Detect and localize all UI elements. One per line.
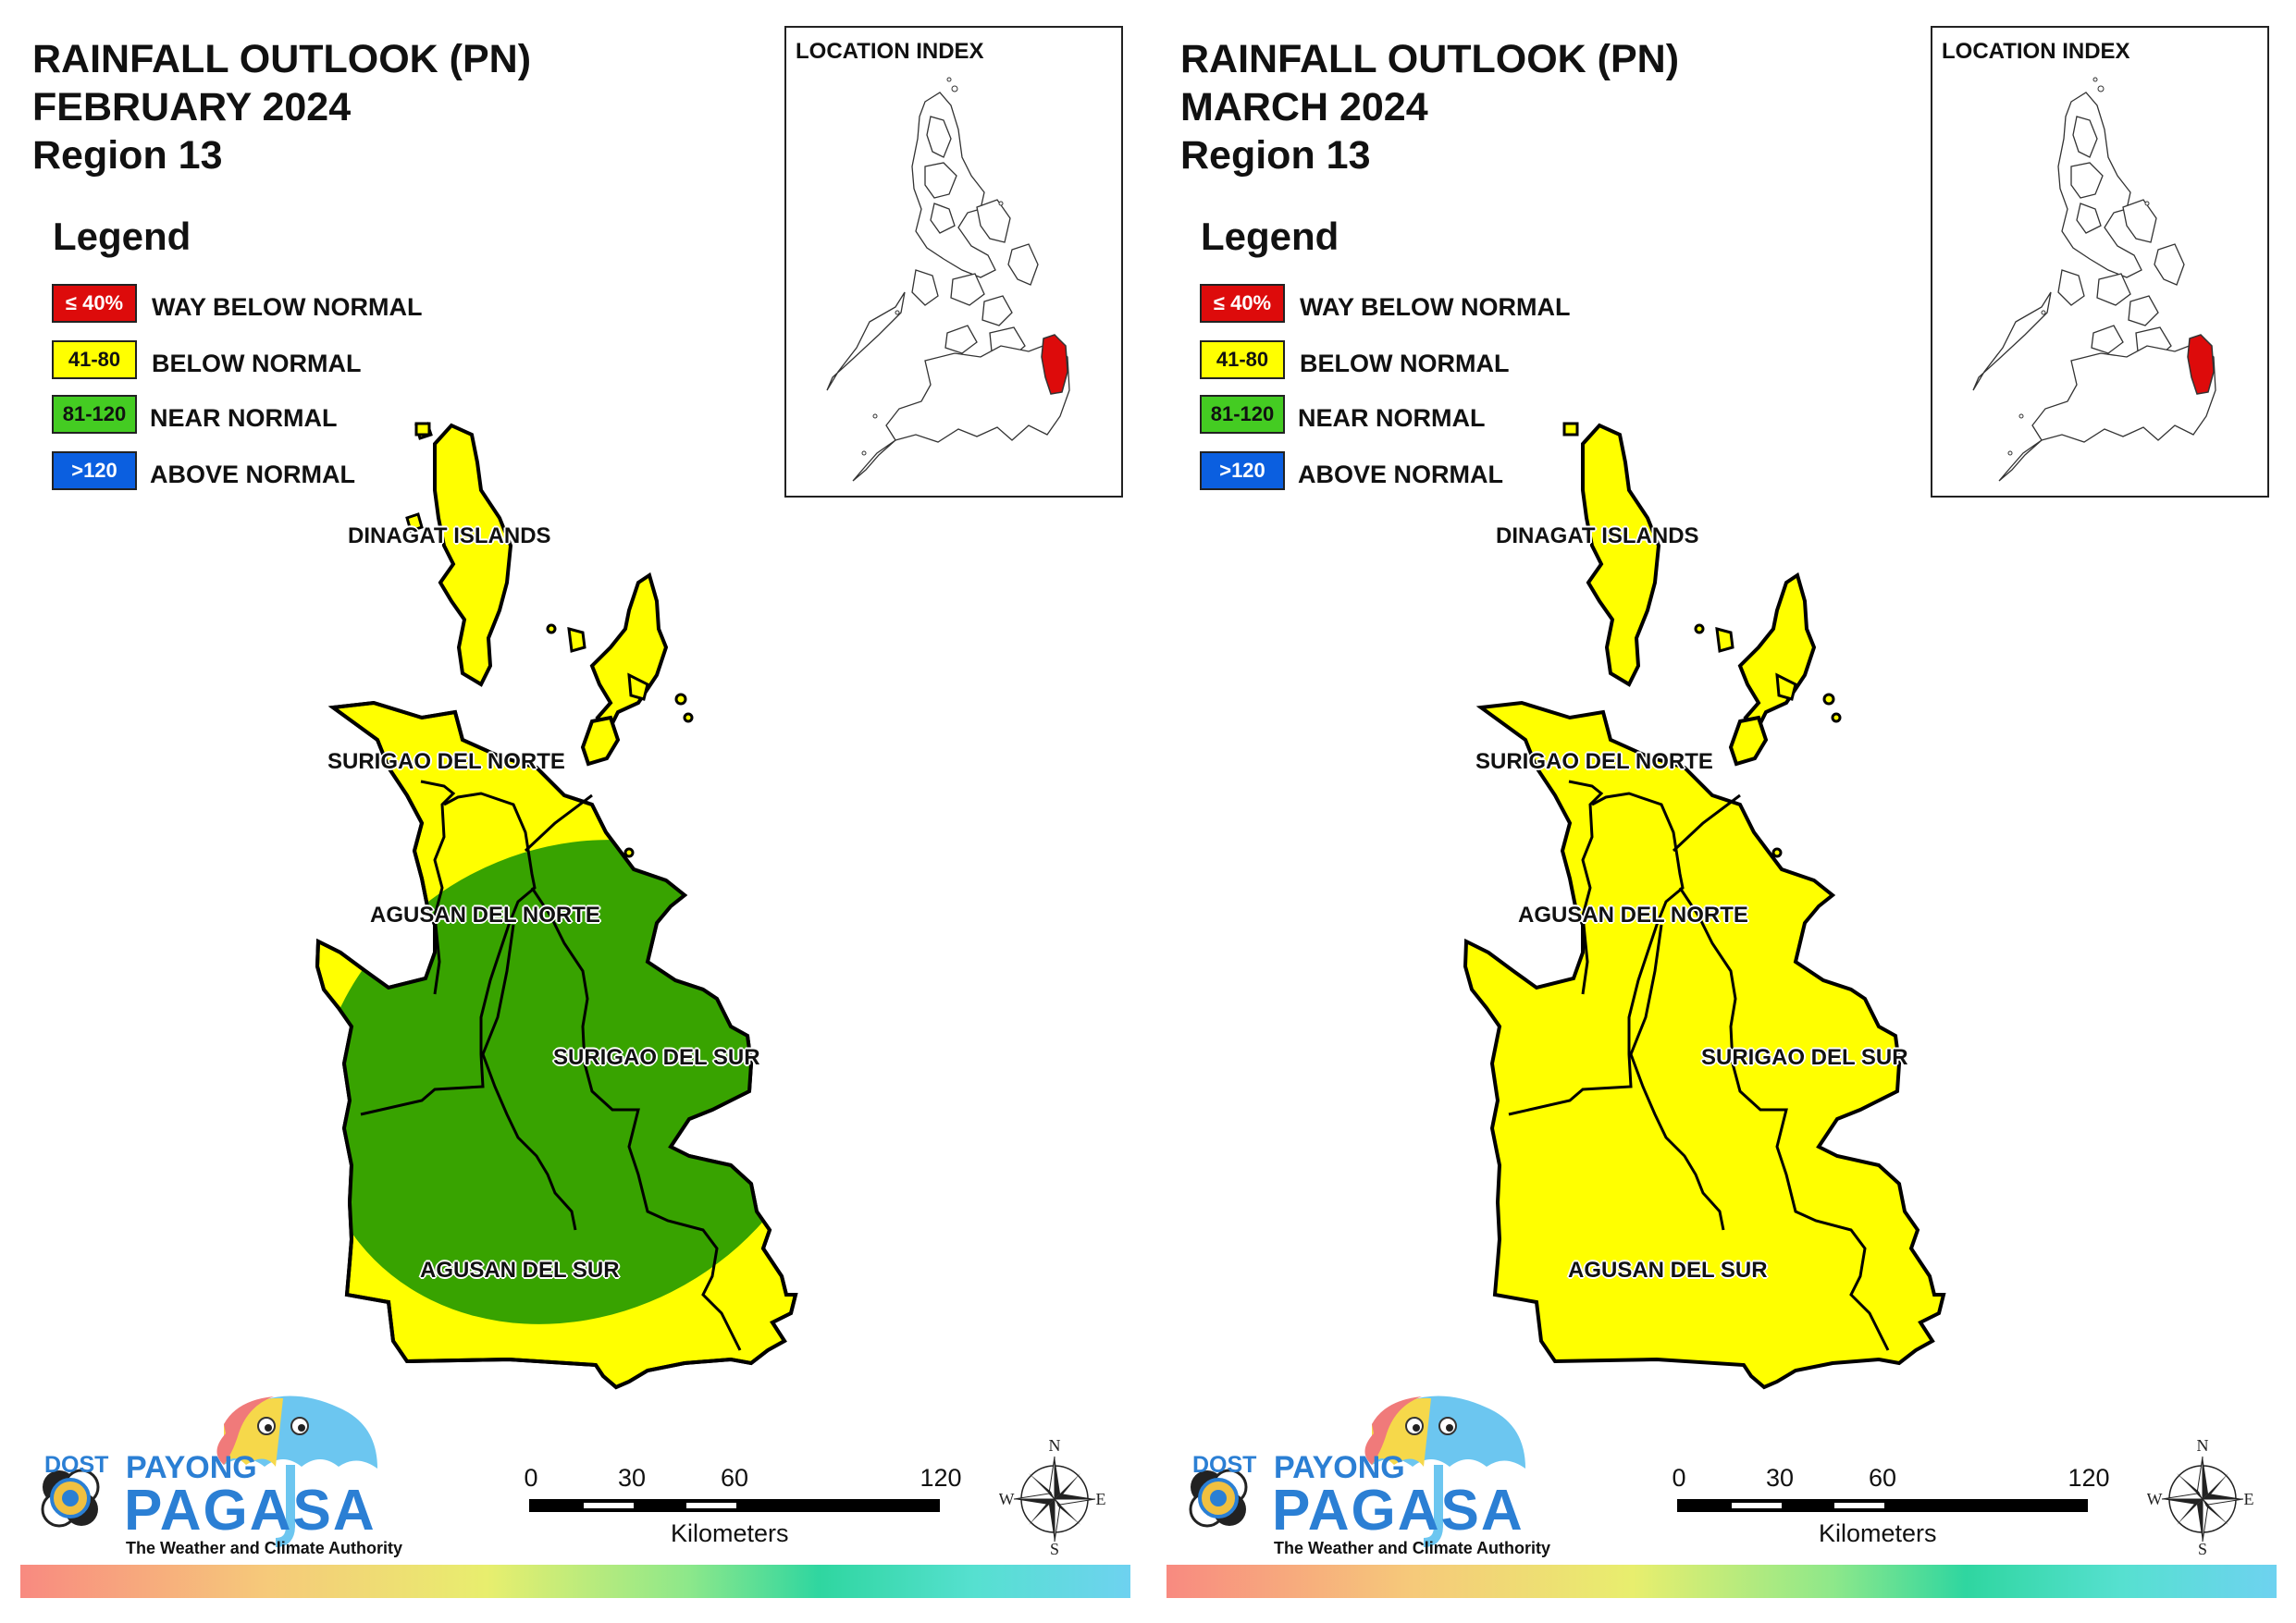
title-line-2: FEBRUARY 2024 — [32, 85, 352, 129]
scale-bar: 0 30 60 120 Kilometers — [1672, 1464, 2119, 1547]
title-line-1: RAINFALL OUTLOOK (PN) — [1180, 37, 1680, 81]
title-line-2: MARCH 2024 — [1180, 85, 1428, 129]
scale-bar-graphic — [1677, 1499, 2088, 1512]
scale-unit: Kilometers — [671, 1519, 789, 1547]
location-index-title: LOCATION INDEX — [1942, 39, 2130, 64]
scale-tick: 60 — [1868, 1464, 1897, 1492]
legend-label: WAY BELOW NORMAL — [1300, 293, 1571, 321]
legend-swatch: ≤ 40% — [1200, 284, 1285, 323]
compass-s: S — [2198, 1540, 2207, 1558]
philippines-outline — [826, 77, 1070, 482]
logo-tagline: The Weather and Climate Authority — [126, 1539, 403, 1557]
footer-gradient-bar — [20, 1565, 1130, 1598]
label-agusan-del-norte: AGUSAN DEL NORTE — [370, 903, 600, 928]
logo-tagline: The Weather and Climate Authority — [1274, 1539, 1551, 1557]
scale-tick: 30 — [617, 1464, 647, 1492]
legend-swatch: >120 — [1200, 451, 1285, 490]
label-agusan-del-sur: AGUSAN DEL SUR — [420, 1258, 620, 1283]
compass-n: N — [2197, 1438, 2209, 1455]
legend-swatch: ≤ 40% — [52, 284, 137, 323]
map-title: RAINFALL OUTLOOK (PN) MARCH 2024 Region … — [1180, 35, 1679, 179]
location-index-map: LOCATION INDEX — [1931, 26, 2269, 498]
region-13-map — [315, 422, 797, 1389]
legend-swatch: 41-80 — [1200, 340, 1285, 379]
legend-label: BELOW NORMAL — [1300, 350, 1510, 377]
label-surigao-del-sur: SURIGAO DEL SUR — [553, 1045, 760, 1070]
umbrella-icon — [41, 1396, 377, 1547]
label-surigao-del-norte: SURIGAO DEL NORTE — [1475, 749, 1713, 774]
scale-tick: 120 — [2068, 1464, 2110, 1492]
pagasa-logo: DOST PAYONG PAGASA The Weather and Clima… — [1181, 1387, 1550, 1563]
logo-dost-text: DOST — [44, 1452, 109, 1478]
scale-unit: Kilometers — [1819, 1519, 1937, 1547]
compass-w: W — [999, 1490, 1015, 1508]
logo-dost-text: DOST — [1192, 1452, 1257, 1478]
logo-payong-text: PAYONG — [1274, 1450, 1405, 1485]
label-agusan-del-sur: AGUSAN DEL SUR — [1568, 1258, 1768, 1283]
label-agusan-del-norte: AGUSAN DEL NORTE — [1518, 903, 1748, 928]
legend-title: Legend — [1201, 215, 1339, 258]
legend-label: ABOVE NORMAL — [150, 461, 355, 488]
logo-payong-text: PAYONG — [126, 1450, 257, 1485]
legend-label: ABOVE NORMAL — [1298, 461, 1503, 488]
legend-title: Legend — [53, 215, 191, 258]
legend-swatch: 81-120 — [52, 395, 137, 434]
title-line-3: Region 13 — [1180, 133, 1371, 178]
compass-e: E — [1096, 1490, 1106, 1508]
panel-february: RAINFALL OUTLOOK (PN) FEBRUARY 2024 Regi… — [20, 26, 1130, 1598]
legend-label: NEAR NORMAL — [1298, 404, 1486, 432]
scale-tick: 30 — [1765, 1464, 1795, 1492]
title-line-3: Region 13 — [32, 133, 223, 178]
scale-bar-graphic — [529, 1499, 940, 1512]
north-arrow-icon: N S E W — [999, 1438, 1106, 1558]
philippines-outline — [1972, 77, 2216, 482]
footer-gradient-bar — [1167, 1565, 2277, 1598]
legend-swatch: >120 — [52, 451, 137, 490]
label-surigao-del-norte: SURIGAO DEL NORTE — [327, 749, 565, 774]
panel-march: RAINFALL OUTLOOK (PN) MARCH 2024 Region … — [1148, 0, 2296, 1623]
legend-swatch: 41-80 — [52, 340, 137, 379]
legend-label: WAY BELOW NORMAL — [152, 293, 423, 321]
compass-e: E — [2244, 1490, 2254, 1508]
legend-swatch: 81-120 — [1200, 395, 1285, 434]
legend-label: NEAR NORMAL — [150, 404, 338, 432]
logo-pagasa-text: PAGASA — [1272, 1479, 1524, 1543]
compass-n: N — [1049, 1438, 1061, 1455]
label-dinagat-islands: DINAGAT ISLANDS — [1496, 523, 1699, 548]
legend-label: BELOW NORMAL — [152, 350, 362, 377]
scale-tick: 0 — [524, 1464, 538, 1492]
compass-w: W — [2147, 1490, 2163, 1508]
location-index-title: LOCATION INDEX — [796, 39, 984, 64]
umbrella-icon — [1189, 1396, 1525, 1547]
scale-tick: 0 — [1672, 1464, 1686, 1492]
north-arrow-icon: N S E W — [2147, 1438, 2254, 1558]
label-surigao-del-sur: SURIGAO DEL SUR — [1701, 1045, 1908, 1070]
scale-bar: 0 30 60 120 Kilometers — [524, 1464, 971, 1547]
scale-tick: 120 — [920, 1464, 962, 1492]
location-index-map: LOCATION INDEX — [784, 26, 1123, 498]
logo-pagasa-text: PAGASA — [124, 1479, 376, 1543]
pagasa-logo: DOST PAYONG PAGASA The Weather and Clima… — [33, 1387, 402, 1563]
region-13-map — [1463, 422, 1946, 1390]
map-title: RAINFALL OUTLOOK (PN) FEBRUARY 2024 Regi… — [32, 35, 531, 179]
scale-tick: 60 — [720, 1464, 749, 1492]
compass-s: S — [1050, 1540, 1059, 1558]
title-line-1: RAINFALL OUTLOOK (PN) — [32, 37, 532, 81]
label-dinagat-islands: DINAGAT ISLANDS — [348, 523, 551, 548]
